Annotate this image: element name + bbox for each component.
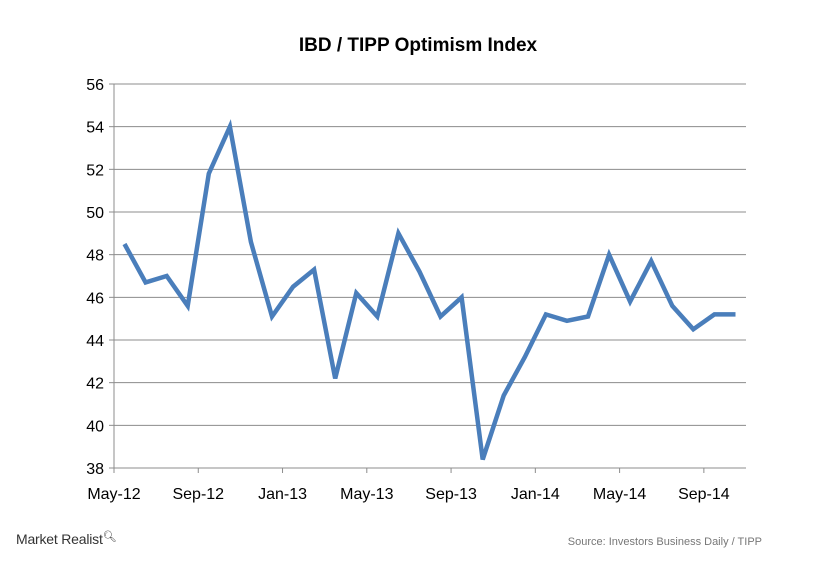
x-tick-labels: May-12 Sep-12 Jan-13 May-13 Sep-13 Jan-14 May-… <box>87 486 729 503</box>
series-group <box>122 119 736 461</box>
series-line <box>122 119 736 461</box>
x-tick-label: Jan-14 <box>511 486 560 503</box>
y-tick-label: 42 <box>86 376 104 393</box>
y-tick-label: 44 <box>86 333 104 350</box>
brand-name: Market Realist <box>16 531 103 547</box>
source-note: Source: Investors Business Daily / TIPP <box>567 536 762 548</box>
x-tick-label: Sep-13 <box>425 486 477 503</box>
y-tick-label: 38 <box>86 461 104 478</box>
magnifier-icon: 🔍︎ <box>102 531 117 543</box>
y-tick-label: 54 <box>86 120 104 137</box>
y-tick-label: 48 <box>86 248 104 265</box>
x-tick-label: May-13 <box>340 486 393 503</box>
y-tick-label: 52 <box>86 162 104 179</box>
brand-logo: Market Realist🔍︎ <box>16 530 117 547</box>
x-tick-label: Sep-12 <box>172 486 224 503</box>
axes <box>109 83 746 473</box>
x-tick-label: May-12 <box>87 486 140 503</box>
x-tick-label: May-14 <box>593 486 646 503</box>
chart-title: IBD / TIPP Optimism Index <box>299 35 538 56</box>
y-tick-label: 50 <box>86 205 104 222</box>
y-tick-label: 56 <box>86 77 104 94</box>
y-tick-label: 40 <box>86 418 104 435</box>
x-tick-label: Jan-13 <box>258 486 307 503</box>
y-tick-labels: 38 40 42 44 46 48 50 52 54 56 <box>86 77 104 478</box>
y-tick-label: 46 <box>86 290 104 307</box>
gridlines <box>114 83 746 426</box>
x-tick-label: Sep-14 <box>678 486 730 503</box>
